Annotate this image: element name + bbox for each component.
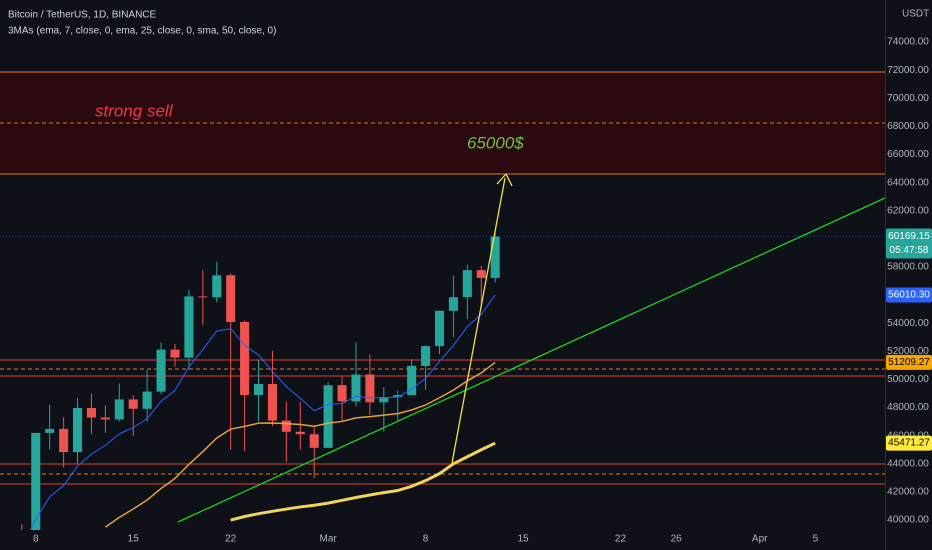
- x-tick-label: 5: [813, 534, 819, 545]
- y-tick-label: 74000.00: [887, 37, 929, 48]
- ma-line: [30, 294, 496, 530]
- x-tick-label: 15: [517, 534, 529, 545]
- y-tick-label: 50000.00: [887, 374, 929, 385]
- candle-body: [448, 297, 458, 311]
- x-tick-label: 8: [33, 534, 39, 545]
- price-tag-label: 56010.30: [888, 290, 930, 301]
- candle-body: [337, 385, 347, 402]
- candle-body: [128, 399, 138, 409]
- candle-body: [184, 296, 194, 358]
- candle-body: [212, 275, 222, 298]
- candle-body: [281, 420, 291, 432]
- candle-body: [86, 407, 96, 418]
- candle-body: [240, 321, 250, 396]
- x-tick-label: 8: [423, 534, 429, 545]
- candle-body: [170, 349, 180, 358]
- candle-body: [295, 431, 305, 435]
- candle-body: [114, 399, 124, 420]
- price-tag-label: 51209.27: [888, 357, 930, 368]
- candle-body: [309, 434, 319, 448]
- candle-body: [421, 346, 431, 366]
- annotation: 65000$: [467, 133, 524, 152]
- trend-line: [177, 197, 886, 523]
- price-tag: [886, 354, 932, 370]
- candle-body: [267, 383, 277, 421]
- annotation: strong sell: [95, 101, 174, 120]
- candle-body: [226, 275, 236, 322]
- axes: 40000.0042000.0044000.0046000.0048000.00…: [33, 37, 932, 545]
- plot-area: [0, 233, 885, 530]
- candle-body: [365, 374, 375, 403]
- candle-body: [142, 391, 152, 409]
- y-tick-label: 52000.00: [887, 346, 929, 357]
- x-tick-label: 15: [128, 534, 140, 545]
- countdown: 05:47:58: [890, 245, 929, 256]
- candle-body: [462, 270, 472, 298]
- candle-body: [198, 296, 208, 298]
- y-tick-label: 68000.00: [887, 121, 929, 132]
- y-tick-label: 70000.00: [887, 93, 929, 104]
- y-tick-label: 64000.00: [887, 177, 929, 188]
- candle-body: [379, 396, 389, 403]
- candle-body: [73, 407, 83, 453]
- x-tick-label: Mar: [320, 534, 338, 545]
- y-tick-label: 72000.00: [887, 65, 929, 76]
- candle-body: [45, 428, 55, 433]
- price-tag: [886, 435, 932, 451]
- candle-body: [156, 349, 166, 392]
- x-tick-label: 22: [615, 534, 627, 545]
- currency-label: USDT: [902, 9, 929, 20]
- price-tag-label: 60169.15: [888, 231, 930, 242]
- y-tick-label: 54000.00: [887, 318, 929, 329]
- y-tick-label: 40000.00: [887, 515, 929, 526]
- y-tick-label: 66000.00: [887, 149, 929, 160]
- candle-body: [253, 383, 264, 396]
- candle-body: [476, 270, 486, 278]
- candle-body: [434, 310, 445, 347]
- candle-body: [100, 417, 110, 420]
- symbol-title: Bitcoin / TetherUS, 1D, BINANCE: [8, 10, 157, 21]
- candle-body: [351, 374, 361, 402]
- y-tick-label: 44000.00: [887, 458, 929, 469]
- ma-line: [104, 361, 496, 528]
- arrow-head: [496, 172, 513, 187]
- x-tick-label: 26: [671, 534, 683, 545]
- candle-body: [31, 432, 41, 530]
- x-tick-label: 22: [225, 534, 237, 545]
- x-tick-label: Apr: [752, 534, 768, 545]
- y-tick-label: 48000.00: [887, 402, 929, 413]
- price-tag: [886, 228, 932, 259]
- ma-line: [230, 441, 496, 522]
- candle-body: [407, 365, 417, 396]
- candle-body: [393, 395, 403, 398]
- candle-body: [59, 428, 69, 453]
- y-tick-label: 42000.00: [887, 487, 929, 498]
- price-tag: [886, 287, 932, 303]
- drawings-front: strong sell 65000$: [95, 101, 886, 523]
- price-tag-label: 45471.27: [888, 438, 930, 449]
- candle-body: [323, 385, 333, 448]
- indicator-legend: 3MAs (ema, 7, close, 0, ema, 25, close, …: [8, 26, 276, 37]
- y-tick-label: 58000.00: [887, 262, 929, 273]
- arrow-shaft: [451, 177, 506, 464]
- candle-body: [490, 236, 500, 278]
- y-tick-label: 62000.00: [887, 205, 929, 216]
